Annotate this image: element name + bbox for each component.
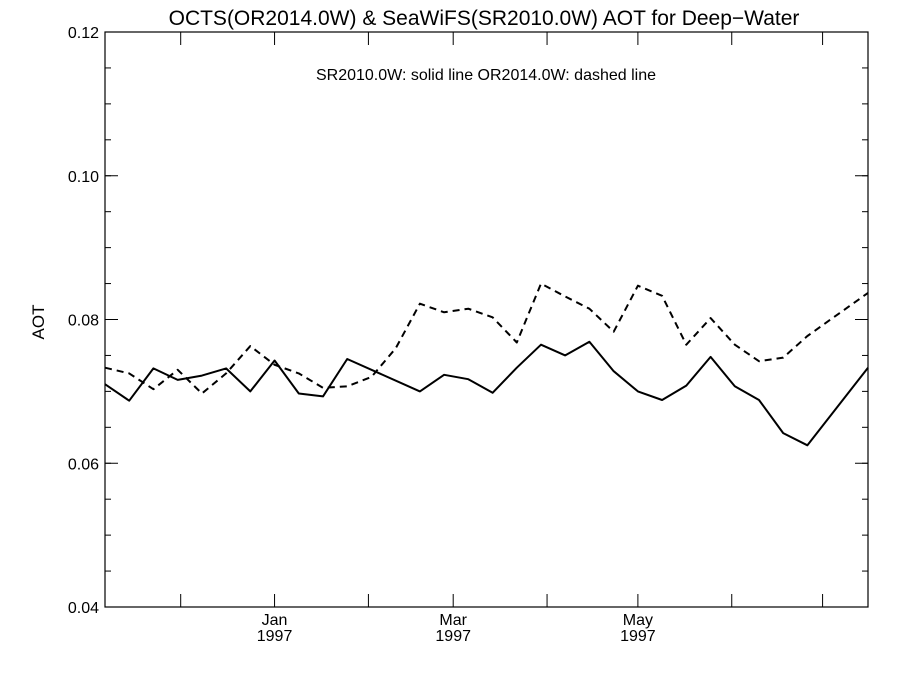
series-layer (104, 282, 869, 447)
chart-title: OCTS(OR2014.0W) & SeaWiFS(SR2010.0W) AOT… (169, 7, 800, 30)
y-tick-label: 0.12 (68, 25, 99, 42)
series-line-or2014-0w (104, 282, 869, 395)
x-tick-label-year: 1997 (257, 628, 293, 645)
x-tick-label-month: Jan (262, 612, 288, 629)
plot-frame (104, 31, 869, 608)
legend-annotation: SR2010.0W: solid line OR2014.0W: dashed … (316, 67, 656, 84)
x-tick-label-year: 1997 (435, 628, 471, 645)
y-tick-label: 0.08 (68, 313, 99, 330)
y-axis-label: AOT (29, 305, 48, 340)
y-tick-label: 0.10 (68, 169, 99, 186)
ticks-layer: 0.040.060.080.100.12Jan1997Mar1997May199… (68, 25, 868, 645)
y-tick-label: 0.06 (68, 456, 99, 473)
x-tick-label-month: May (623, 612, 653, 629)
series-line-sr2010-0w (104, 340, 869, 447)
x-tick-label-month: Mar (439, 612, 467, 629)
y-tick-label: 0.04 (68, 600, 99, 617)
x-tick-label-year: 1997 (620, 628, 656, 645)
